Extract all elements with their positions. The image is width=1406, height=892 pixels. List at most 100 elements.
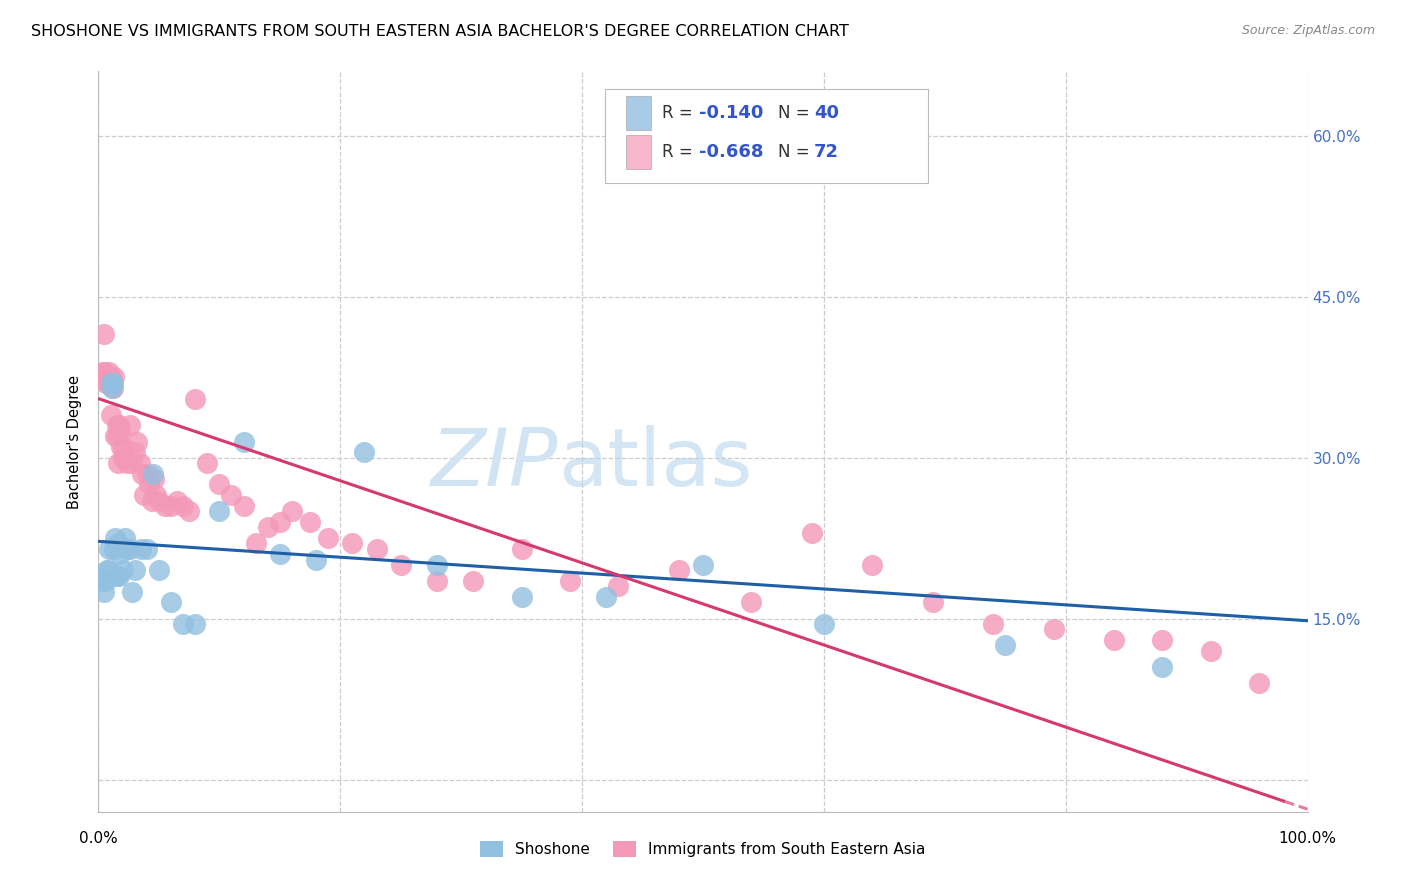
- Point: [740, 595, 762, 609]
- Point: [108, 424, 131, 438]
- Point: [860, 558, 883, 572]
- Point: [100, 376, 122, 390]
- Point: [389, 558, 412, 572]
- Point: [172, 616, 194, 631]
- Point: [96, 376, 118, 390]
- Point: [121, 584, 143, 599]
- Point: [91, 370, 114, 384]
- Point: [111, 450, 134, 465]
- Point: [510, 590, 533, 604]
- Point: [104, 531, 127, 545]
- Point: [1152, 660, 1174, 674]
- Point: [105, 418, 128, 433]
- Point: [1152, 633, 1174, 648]
- Point: [1199, 644, 1222, 658]
- Point: [124, 445, 146, 459]
- Text: R =: R =: [662, 104, 699, 122]
- Y-axis label: Bachelor's Degree: Bachelor's Degree: [67, 375, 83, 508]
- Point: [353, 445, 375, 459]
- Point: [128, 456, 150, 470]
- Point: [607, 579, 630, 593]
- Point: [94, 376, 117, 390]
- Point: [114, 531, 136, 545]
- Point: [98, 365, 121, 379]
- Point: [994, 639, 1017, 653]
- Point: [195, 456, 218, 470]
- Point: [103, 370, 125, 384]
- Point: [232, 434, 254, 449]
- Point: [366, 541, 388, 556]
- Point: [100, 408, 122, 422]
- Point: [100, 376, 122, 390]
- Point: [110, 440, 132, 454]
- Point: [143, 472, 166, 486]
- Point: [692, 558, 714, 572]
- Point: [101, 381, 124, 395]
- Point: [91, 574, 114, 588]
- Point: [127, 434, 149, 449]
- Point: [138, 477, 160, 491]
- Point: [256, 520, 278, 534]
- Text: Source: ZipAtlas.com: Source: ZipAtlas.com: [1241, 24, 1375, 37]
- Point: [1249, 676, 1271, 690]
- Point: [269, 515, 291, 529]
- Point: [426, 574, 449, 588]
- Point: [142, 467, 165, 481]
- Point: [105, 429, 128, 443]
- Point: [96, 563, 118, 577]
- Point: [232, 499, 254, 513]
- Point: [104, 429, 127, 443]
- Point: [245, 536, 267, 550]
- Text: ZIP: ZIP: [430, 425, 558, 503]
- Point: [111, 440, 134, 454]
- Point: [153, 499, 176, 513]
- Point: [1102, 633, 1125, 648]
- Point: [135, 541, 157, 556]
- Point: [93, 327, 115, 342]
- Point: [108, 418, 131, 433]
- Point: [160, 595, 183, 609]
- Point: [93, 365, 115, 379]
- Point: [595, 590, 617, 604]
- Point: [91, 365, 114, 379]
- Point: [342, 536, 364, 550]
- Point: [124, 563, 146, 577]
- Point: [100, 370, 122, 384]
- Text: -0.140: -0.140: [699, 104, 763, 122]
- Point: [1042, 623, 1064, 637]
- Point: [800, 525, 823, 540]
- Point: [98, 541, 121, 556]
- Point: [184, 616, 207, 631]
- Point: [510, 541, 533, 556]
- Point: [141, 493, 163, 508]
- Text: N =: N =: [778, 104, 814, 122]
- Point: [131, 467, 153, 481]
- Point: [813, 616, 835, 631]
- Text: 100.0%: 100.0%: [1278, 831, 1337, 846]
- Point: [463, 574, 485, 588]
- Point: [107, 456, 129, 470]
- Point: [208, 477, 231, 491]
- Point: [97, 370, 120, 384]
- Point: [148, 563, 170, 577]
- Point: [305, 552, 328, 566]
- Point: [172, 499, 194, 513]
- Point: [105, 568, 128, 582]
- Text: -0.668: -0.668: [699, 143, 763, 161]
- Point: [101, 376, 124, 390]
- Point: [558, 574, 581, 588]
- Point: [668, 563, 690, 577]
- Point: [269, 547, 291, 561]
- Point: [100, 381, 122, 395]
- Point: [281, 504, 304, 518]
- Point: [316, 531, 339, 545]
- Point: [94, 574, 117, 588]
- Point: [221, 488, 243, 502]
- Point: [426, 558, 449, 572]
- Point: [134, 488, 156, 502]
- Point: [921, 595, 943, 609]
- Point: [121, 456, 143, 470]
- Point: [93, 584, 115, 599]
- Text: SHOSHONE VS IMMIGRANTS FROM SOUTH EASTERN ASIA BACHELOR'S DEGREE CORRELATION CHA: SHOSHONE VS IMMIGRANTS FROM SOUTH EASTER…: [31, 24, 849, 39]
- Point: [107, 536, 129, 550]
